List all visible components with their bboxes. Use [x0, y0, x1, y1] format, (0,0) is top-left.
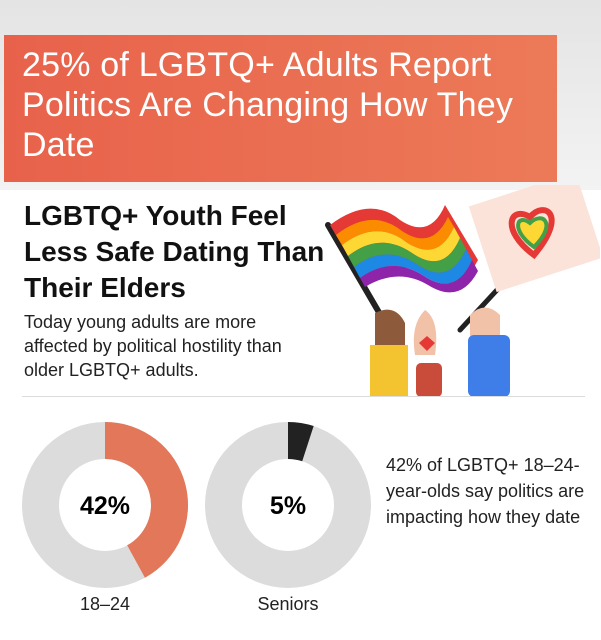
donut-charts: 42% 18–24 5% Seniors: [22, 422, 371, 614]
section-heading: LGBTQ+ Youth Feel Less Safe Dating Than …: [24, 200, 325, 303]
section-divider: [22, 396, 585, 397]
banner-title: 25% of LGBTQ+ Adults Report Politics Are…: [22, 46, 514, 164]
stat-description: 42% of LGBTQ+ 18–24-year-olds say politi…: [386, 455, 585, 527]
donut-slice: [288, 422, 314, 462]
donut-center-label: 5%: [270, 492, 306, 520]
donut-category-label: Seniors: [257, 594, 318, 614]
donut-chart-18-24: 42% 18–24: [22, 422, 188, 614]
donut-slice: [105, 422, 188, 578]
donut-chart-seniors: 5% Seniors: [205, 422, 371, 614]
rainbow-flag-icon: [325, 205, 478, 397]
title-banner: [4, 35, 557, 182]
pride-illustration: [325, 185, 600, 397]
heart-sign-icon: [457, 185, 600, 397]
raised-hands-icon: [413, 310, 442, 397]
donut-center-label: 42%: [80, 492, 130, 520]
donut-category-label: 18–24: [80, 594, 130, 614]
section-description: Today young adults are more affected by …: [24, 312, 282, 380]
